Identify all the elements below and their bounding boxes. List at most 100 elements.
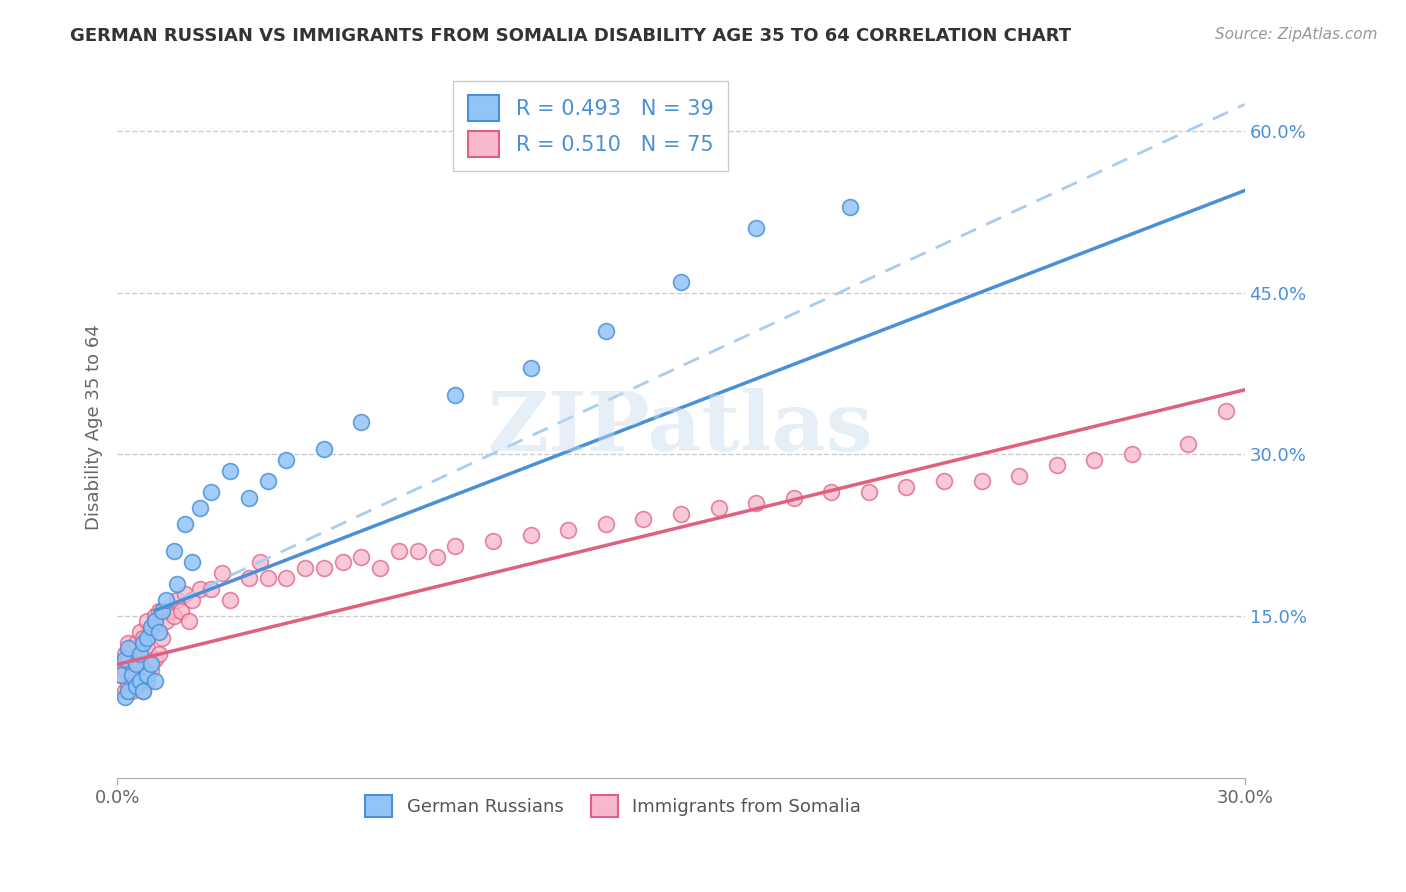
Point — [173, 517, 195, 532]
Point — [426, 549, 449, 564]
Point — [669, 507, 692, 521]
Point — [633, 512, 655, 526]
Point — [148, 604, 170, 618]
Y-axis label: Disability Age 35 to 64: Disability Age 35 to 64 — [86, 325, 103, 531]
Point — [110, 668, 132, 682]
Point — [125, 679, 148, 693]
Point — [707, 501, 730, 516]
Text: ZIPatlas: ZIPatlas — [488, 387, 873, 467]
Point — [249, 555, 271, 569]
Point — [181, 555, 204, 569]
Point — [312, 560, 335, 574]
Point — [519, 361, 541, 376]
Point — [406, 544, 429, 558]
Point — [211, 566, 233, 580]
Point — [276, 452, 298, 467]
Point — [159, 604, 181, 618]
Point — [136, 631, 159, 645]
Point — [121, 684, 143, 698]
Point — [970, 475, 993, 489]
Point — [519, 528, 541, 542]
Text: GERMAN RUSSIAN VS IMMIGRANTS FROM SOMALIA DISABILITY AGE 35 TO 64 CORRELATION CH: GERMAN RUSSIAN VS IMMIGRANTS FROM SOMALI… — [70, 27, 1071, 45]
Point — [128, 647, 150, 661]
Point — [155, 615, 177, 629]
Point — [839, 200, 862, 214]
Point — [136, 668, 159, 682]
Point — [173, 587, 195, 601]
Point — [125, 636, 148, 650]
Point — [143, 615, 166, 629]
Point — [117, 679, 139, 693]
Point — [132, 684, 155, 698]
Point — [219, 592, 242, 607]
Point — [117, 636, 139, 650]
Point — [121, 641, 143, 656]
Point — [312, 442, 335, 456]
Point — [595, 324, 617, 338]
Point — [132, 631, 155, 645]
Point — [143, 652, 166, 666]
Point — [444, 388, 467, 402]
Point — [139, 657, 162, 672]
Point — [200, 485, 222, 500]
Point — [114, 690, 136, 704]
Point — [139, 625, 162, 640]
Point — [181, 592, 204, 607]
Point — [117, 641, 139, 656]
Point — [1215, 404, 1237, 418]
Point — [669, 275, 692, 289]
Point — [368, 560, 391, 574]
Point — [114, 652, 136, 666]
Point — [143, 673, 166, 688]
Point — [294, 560, 316, 574]
Point — [256, 475, 278, 489]
Point — [350, 415, 373, 429]
Point — [444, 539, 467, 553]
Point — [136, 615, 159, 629]
Point — [110, 657, 132, 672]
Point — [238, 491, 260, 505]
Point — [1121, 447, 1143, 461]
Point — [162, 544, 184, 558]
Point — [1008, 469, 1031, 483]
Point — [482, 533, 505, 548]
Text: Source: ZipAtlas.com: Source: ZipAtlas.com — [1215, 27, 1378, 42]
Point — [128, 647, 150, 661]
Point — [782, 491, 804, 505]
Point — [155, 592, 177, 607]
Point — [188, 582, 211, 596]
Point — [148, 625, 170, 640]
Point — [256, 571, 278, 585]
Point — [170, 604, 193, 618]
Point — [128, 668, 150, 682]
Point — [139, 663, 162, 677]
Point — [745, 496, 768, 510]
Point — [896, 480, 918, 494]
Point — [139, 620, 162, 634]
Point — [132, 684, 155, 698]
Point — [276, 571, 298, 585]
Point — [350, 549, 373, 564]
Point — [132, 652, 155, 666]
Legend: German Russians, Immigrants from Somalia: German Russians, Immigrants from Somalia — [359, 788, 869, 824]
Point — [332, 555, 354, 569]
Point — [117, 684, 139, 698]
Point — [114, 684, 136, 698]
Point — [238, 571, 260, 585]
Point — [557, 523, 579, 537]
Point — [121, 668, 143, 682]
Point — [110, 668, 132, 682]
Point — [148, 647, 170, 661]
Point — [125, 657, 148, 672]
Point — [132, 636, 155, 650]
Point — [143, 609, 166, 624]
Point — [114, 647, 136, 661]
Point — [162, 609, 184, 624]
Point — [136, 641, 159, 656]
Point — [150, 604, 173, 618]
Point — [200, 582, 222, 596]
Point — [932, 475, 955, 489]
Point — [388, 544, 411, 558]
Point — [128, 625, 150, 640]
Point — [219, 464, 242, 478]
